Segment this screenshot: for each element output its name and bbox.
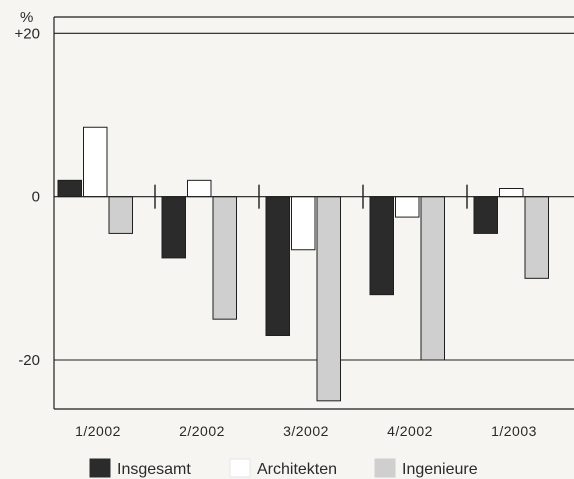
bar-insgesamt-3-2002 <box>265 196 290 336</box>
legend-swatch-architekten <box>229 458 251 478</box>
plot-frame <box>53 16 574 410</box>
x-tick-labels: 1/2002 2/2002 3/2002 4/2002 1/2003 <box>75 423 537 439</box>
bar-insgesamt-2-2002 <box>161 196 186 259</box>
y-tick-label: +20 <box>15 25 40 42</box>
x-tick-label: 1/2002 <box>75 423 121 439</box>
x-tick-label: 2/2002 <box>179 423 225 439</box>
bar-architekten-3-2002 <box>291 196 316 251</box>
bar-insgesamt-1-2003 <box>473 196 498 234</box>
bar-architekten-4-2002 <box>395 196 420 218</box>
bar-architekten-1-2002 <box>83 126 108 198</box>
bar-ingenieure-4-2002 <box>420 196 445 361</box>
bar-ingenieure-1-2002 <box>108 196 133 234</box>
legend-label-ingenieure: Ingenieure <box>402 461 478 478</box>
y-axis-unit-label: % <box>20 9 33 26</box>
x-tick-label: 3/2002 <box>283 423 329 439</box>
legend: Insgesamt Architekten Ingenieure <box>89 458 478 478</box>
bar-insgesamt-1-2002 <box>57 179 82 198</box>
bar-architekten-1-2003 <box>499 188 524 198</box>
bar-ingenieure-2-2002 <box>212 196 237 320</box>
legend-swatch-ingenieure <box>374 458 396 478</box>
bar-architekten-2-2002 <box>187 179 212 198</box>
x-tick-label: 1/2003 <box>491 423 537 439</box>
bar-ingenieure-1-2003 <box>524 196 549 279</box>
reference-lines <box>54 32 574 361</box>
legend-swatch-insgesamt <box>89 458 111 478</box>
legend-label-architekten: Architekten <box>257 461 337 478</box>
x-tick-label: 4/2002 <box>387 423 433 439</box>
y-tick-label: -20 <box>18 352 40 369</box>
legend-label-insgesamt: Insgesamt <box>117 461 191 478</box>
bars <box>57 126 549 402</box>
y-tick-labels: +20 0 -20 <box>15 25 40 369</box>
bar-insgesamt-4-2002 <box>369 196 394 296</box>
y-tick-label: 0 <box>32 189 40 206</box>
bar-ingenieure-3-2002 <box>316 196 341 402</box>
